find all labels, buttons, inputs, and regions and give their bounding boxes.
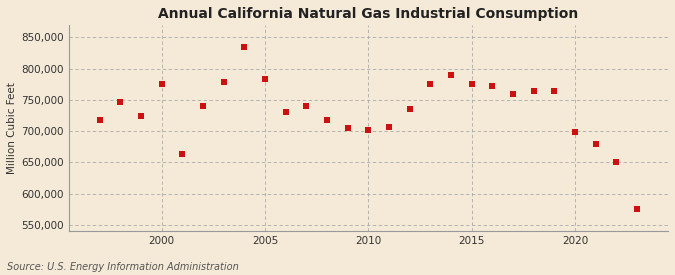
Point	[239, 45, 250, 49]
Point	[342, 126, 353, 130]
Point	[383, 125, 394, 129]
Point	[363, 128, 374, 132]
Point	[529, 89, 539, 93]
Point	[487, 83, 497, 88]
Point	[95, 118, 105, 122]
Point	[198, 103, 209, 108]
Point	[591, 141, 601, 146]
Point	[260, 77, 271, 81]
Title: Annual California Natural Gas Industrial Consumption: Annual California Natural Gas Industrial…	[158, 7, 578, 21]
Point	[321, 118, 332, 122]
Point	[156, 82, 167, 86]
Point	[632, 207, 643, 211]
Point	[280, 110, 291, 115]
Point	[446, 73, 456, 77]
Point	[404, 107, 415, 111]
Point	[136, 113, 146, 118]
Point	[177, 152, 188, 156]
Point	[425, 82, 436, 86]
Point	[508, 92, 518, 96]
Point	[466, 82, 477, 86]
Point	[549, 88, 560, 93]
Point	[115, 100, 126, 104]
Point	[301, 104, 312, 108]
Text: Source: U.S. Energy Information Administration: Source: U.S. Energy Information Administ…	[7, 262, 238, 272]
Point	[218, 80, 229, 85]
Point	[611, 160, 622, 165]
Y-axis label: Million Cubic Feet: Million Cubic Feet	[7, 82, 17, 174]
Point	[570, 130, 580, 135]
